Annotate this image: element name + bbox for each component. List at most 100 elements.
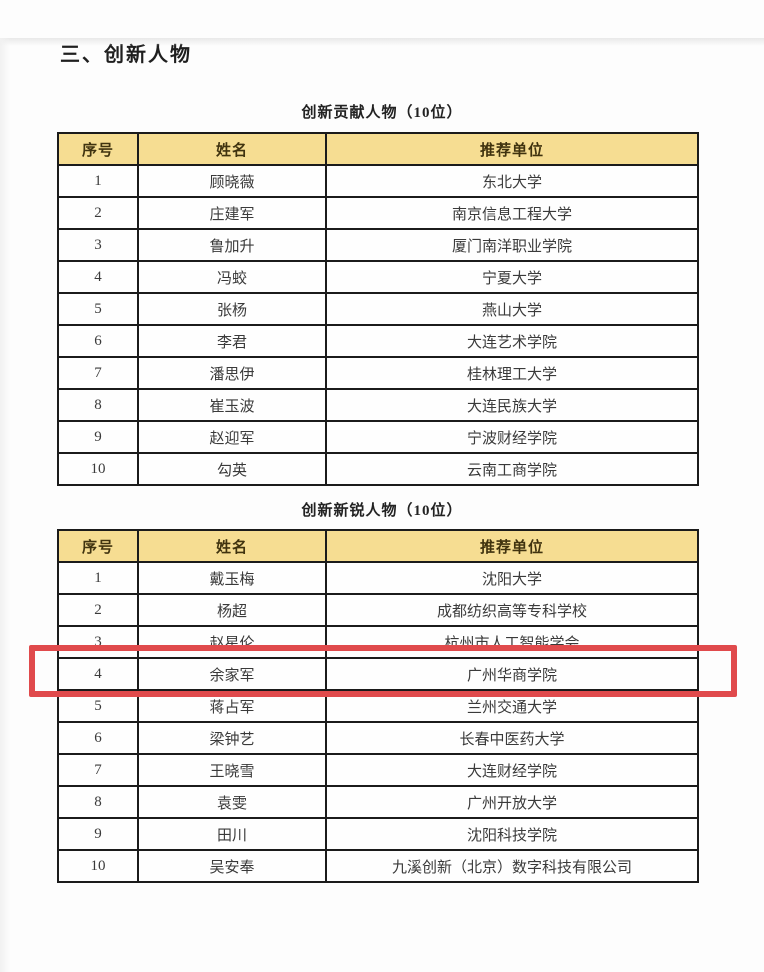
row-number-cell: 6 xyxy=(57,324,139,358)
name-cell: 吴安奉 xyxy=(137,849,327,883)
unit-cell: 燕山大学 xyxy=(325,292,699,326)
unit-cell: 兰州交通大学 xyxy=(325,689,699,723)
row-number-cell: 4 xyxy=(57,260,139,294)
header-cell-name: 姓名 xyxy=(137,132,327,166)
contribution-table-body: 1 顾晓薇 东北大学 2 庄建军 南京信息工程大学 3 鲁加升 厦门南洋职业学院 4 冯蛟 宁夏大学 5… xyxy=(57,164,699,486)
row-number-cell: 9 xyxy=(57,420,139,454)
table-row: 7 潘思伊 桂林理工大学 xyxy=(57,356,699,390)
header-cell-name: 姓名 xyxy=(137,529,327,563)
header-cell-unit: 推荐单位 xyxy=(325,529,699,563)
row-number-cell: 10 xyxy=(57,452,139,486)
header-row: 序号 姓名 推荐单位 xyxy=(57,529,699,563)
unit-cell: 沈阳大学 xyxy=(325,561,699,595)
row-number-cell: 3 xyxy=(57,228,139,262)
row-number-cell: 5 xyxy=(57,292,139,326)
contribution-table: 序号 姓名 推荐单位 1 顾晓薇 东北大学 2 庄建军 南京信息工程大学 3 鲁加升 厦门南洋职… xyxy=(57,132,699,486)
name-cell: 余家军 xyxy=(137,657,327,691)
table-row: 5 蒋占军 兰州交通大学 xyxy=(57,689,699,723)
rising-table-title: 创新新锐人物（10位） xyxy=(301,503,463,519)
name-cell: 袁雯 xyxy=(137,785,327,819)
row-number-cell: 1 xyxy=(57,561,139,595)
rising-table-header: 序号 姓名 推荐单位 xyxy=(57,529,699,563)
name-cell: 梁钟艺 xyxy=(137,721,327,755)
name-cell: 赵星伦 xyxy=(137,625,327,659)
row-number-cell: 6 xyxy=(57,721,139,755)
row-number-cell: 10 xyxy=(57,849,139,883)
name-cell: 田川 xyxy=(137,817,327,851)
unit-cell: 厦门南洋职业学院 xyxy=(325,228,699,262)
section-title: 三、创新人物 xyxy=(60,44,192,66)
rising-table-body: 1 戴玉梅 沈阳大学 2 杨超 成都纺织高等专科学校 3 赵星伦 杭州市人工智能学会 4 余家军 广州… xyxy=(57,561,699,883)
table-row: 4 余家军 广州华商学院 xyxy=(57,657,699,691)
unit-cell: 宁波财经学院 xyxy=(325,420,699,454)
row-number-cell: 2 xyxy=(57,593,139,627)
contribution-table-header: 序号 姓名 推荐单位 xyxy=(57,132,699,166)
name-cell: 张杨 xyxy=(137,292,327,326)
name-cell: 顾晓薇 xyxy=(137,164,327,198)
page-left-shadow xyxy=(0,38,10,972)
row-number-cell: 5 xyxy=(57,689,139,723)
unit-cell: 东北大学 xyxy=(325,164,699,198)
unit-cell: 宁夏大学 xyxy=(325,260,699,294)
row-number-cell: 7 xyxy=(57,753,139,787)
table-row: 9 赵迎军 宁波财经学院 xyxy=(57,420,699,454)
name-cell: 冯蛟 xyxy=(137,260,327,294)
unit-cell: 九溪创新（北京）数字科技有限公司 xyxy=(325,849,699,883)
row-number-cell: 7 xyxy=(57,356,139,390)
unit-cell: 大连财经学院 xyxy=(325,753,699,787)
header-cell-number: 序号 xyxy=(57,529,139,563)
table-row: 2 庄建军 南京信息工程大学 xyxy=(57,196,699,230)
table-row: 3 鲁加升 厦门南洋职业学院 xyxy=(57,228,699,262)
unit-cell: 大连民族大学 xyxy=(325,388,699,422)
unit-cell: 广州开放大学 xyxy=(325,785,699,819)
name-cell: 庄建军 xyxy=(137,196,327,230)
table-row: 6 梁钟艺 长春中医药大学 xyxy=(57,721,699,755)
table-row: 2 杨超 成都纺织高等专科学校 xyxy=(57,593,699,627)
unit-cell: 杭州市人工智能学会 xyxy=(325,625,699,659)
table-row: 10 勾英 云南工商学院 xyxy=(57,452,699,486)
row-number-cell: 2 xyxy=(57,196,139,230)
row-number-cell: 8 xyxy=(57,785,139,819)
name-cell: 鲁加升 xyxy=(137,228,327,262)
unit-cell: 广州华商学院 xyxy=(325,657,699,691)
header-cell-number: 序号 xyxy=(57,132,139,166)
table-row: 8 袁雯 广州开放大学 xyxy=(57,785,699,819)
table-row: 1 戴玉梅 沈阳大学 xyxy=(57,561,699,595)
row-number-cell: 1 xyxy=(57,164,139,198)
unit-cell: 桂林理工大学 xyxy=(325,356,699,390)
table-row: 1 顾晓薇 东北大学 xyxy=(57,164,699,198)
table-row: 7 王晓雪 大连财经学院 xyxy=(57,753,699,787)
unit-cell: 长春中医药大学 xyxy=(325,721,699,755)
header-cell-unit: 推荐单位 xyxy=(325,132,699,166)
table-row: 6 李君 大连艺术学院 xyxy=(57,324,699,358)
table-row: 3 赵星伦 杭州市人工智能学会 xyxy=(57,625,699,659)
page-top-shadow xyxy=(0,38,764,46)
name-cell: 赵迎军 xyxy=(137,420,327,454)
contribution-table-wrap: 序号 姓名 推荐单位 1 顾晓薇 东北大学 2 庄建军 南京信息工程大学 3 鲁加升 厦门南洋职… xyxy=(57,132,699,486)
unit-cell: 沈阳科技学院 xyxy=(325,817,699,851)
name-cell: 戴玉梅 xyxy=(137,561,327,595)
contribution-table-title: 创新贡献人物（10位） xyxy=(301,105,463,121)
header-row: 序号 姓名 推荐单位 xyxy=(57,132,699,166)
name-cell: 崔玉波 xyxy=(137,388,327,422)
unit-cell: 成都纺织高等专科学校 xyxy=(325,593,699,627)
table-row: 5 张杨 燕山大学 xyxy=(57,292,699,326)
row-number-cell: 8 xyxy=(57,388,139,422)
name-cell: 李君 xyxy=(137,324,327,358)
row-number-cell: 9 xyxy=(57,817,139,851)
rising-table: 序号 姓名 推荐单位 1 戴玉梅 沈阳大学 2 杨超 成都纺织高等专科学校 3 赵星伦 杭州市人… xyxy=(57,529,699,883)
rising-table-wrap: 序号 姓名 推荐单位 1 戴玉梅 沈阳大学 2 杨超 成都纺织高等专科学校 3 赵星伦 杭州市人… xyxy=(29,529,737,883)
table-row: 10 吴安奉 九溪创新（北京）数字科技有限公司 xyxy=(57,849,699,883)
name-cell: 潘思伊 xyxy=(137,356,327,390)
table-row: 4 冯蛟 宁夏大学 xyxy=(57,260,699,294)
document-page: { "section_title": "三、创新人物", "colors": {… xyxy=(0,38,764,972)
unit-cell: 南京信息工程大学 xyxy=(325,196,699,230)
row-number-cell: 3 xyxy=(57,625,139,659)
table-row: 9 田川 沈阳科技学院 xyxy=(57,817,699,851)
row-number-cell: 4 xyxy=(57,657,139,691)
name-cell: 王晓雪 xyxy=(137,753,327,787)
name-cell: 蒋占军 xyxy=(137,689,327,723)
unit-cell: 大连艺术学院 xyxy=(325,324,699,358)
table-row: 8 崔玉波 大连民族大学 xyxy=(57,388,699,422)
name-cell: 勾英 xyxy=(137,452,327,486)
